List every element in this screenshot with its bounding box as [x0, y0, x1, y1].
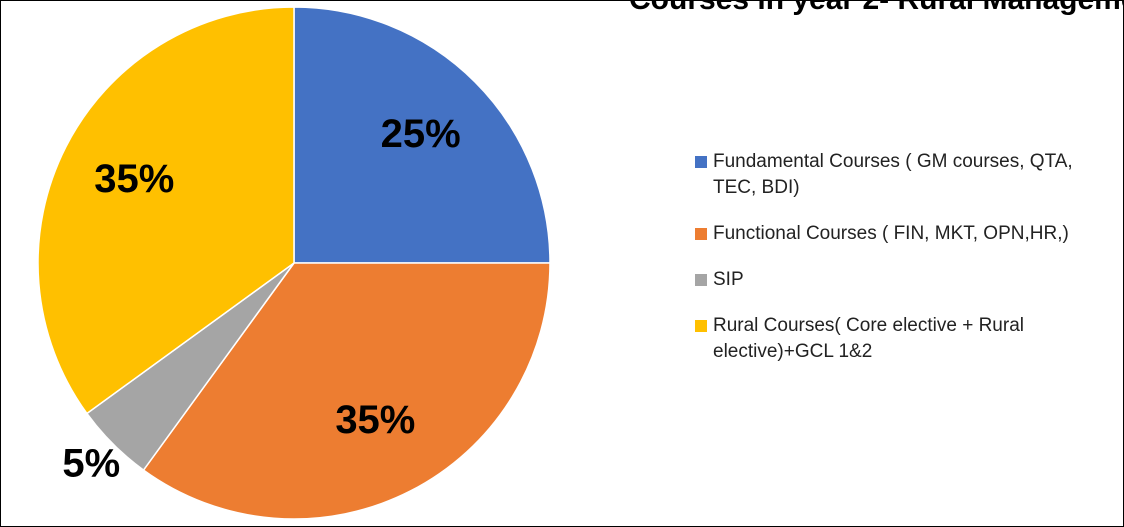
legend-swatch: [695, 274, 707, 286]
legend-swatch: [695, 320, 707, 332]
legend-item: Rural Courses( Core elective + Rural ele…: [695, 313, 1095, 365]
legend: Fundamental Courses ( GM courses, QTA, T…: [695, 149, 1095, 385]
legend-swatch: [695, 156, 707, 168]
legend-swatch: [695, 228, 707, 240]
data-label: 5%: [62, 441, 120, 485]
legend-label: Rural Courses( Core elective + Rural ele…: [713, 315, 1024, 362]
legend-label: Fundamental Courses ( GM courses, QTA, T…: [713, 151, 1073, 198]
pie-slice: [293, 6, 551, 264]
data-label: 35%: [335, 398, 415, 442]
legend-label: SIP: [713, 269, 744, 290]
data-label: 25%: [381, 112, 461, 156]
legend-item: Functional Courses ( FIN, MKT, OPN,HR,): [695, 221, 1095, 247]
data-label: 35%: [94, 157, 174, 201]
legend-item: SIP: [695, 267, 1095, 293]
pie-slice: [142, 262, 551, 520]
chart-title: Courses in year 2- Rural Management: [629, 1, 1123, 16]
legend-label: Functional Courses ( FIN, MKT, OPN,HR,): [713, 223, 1069, 244]
legend-item: Fundamental Courses ( GM courses, QTA, T…: [695, 149, 1095, 201]
pie-slice: [37, 6, 295, 415]
